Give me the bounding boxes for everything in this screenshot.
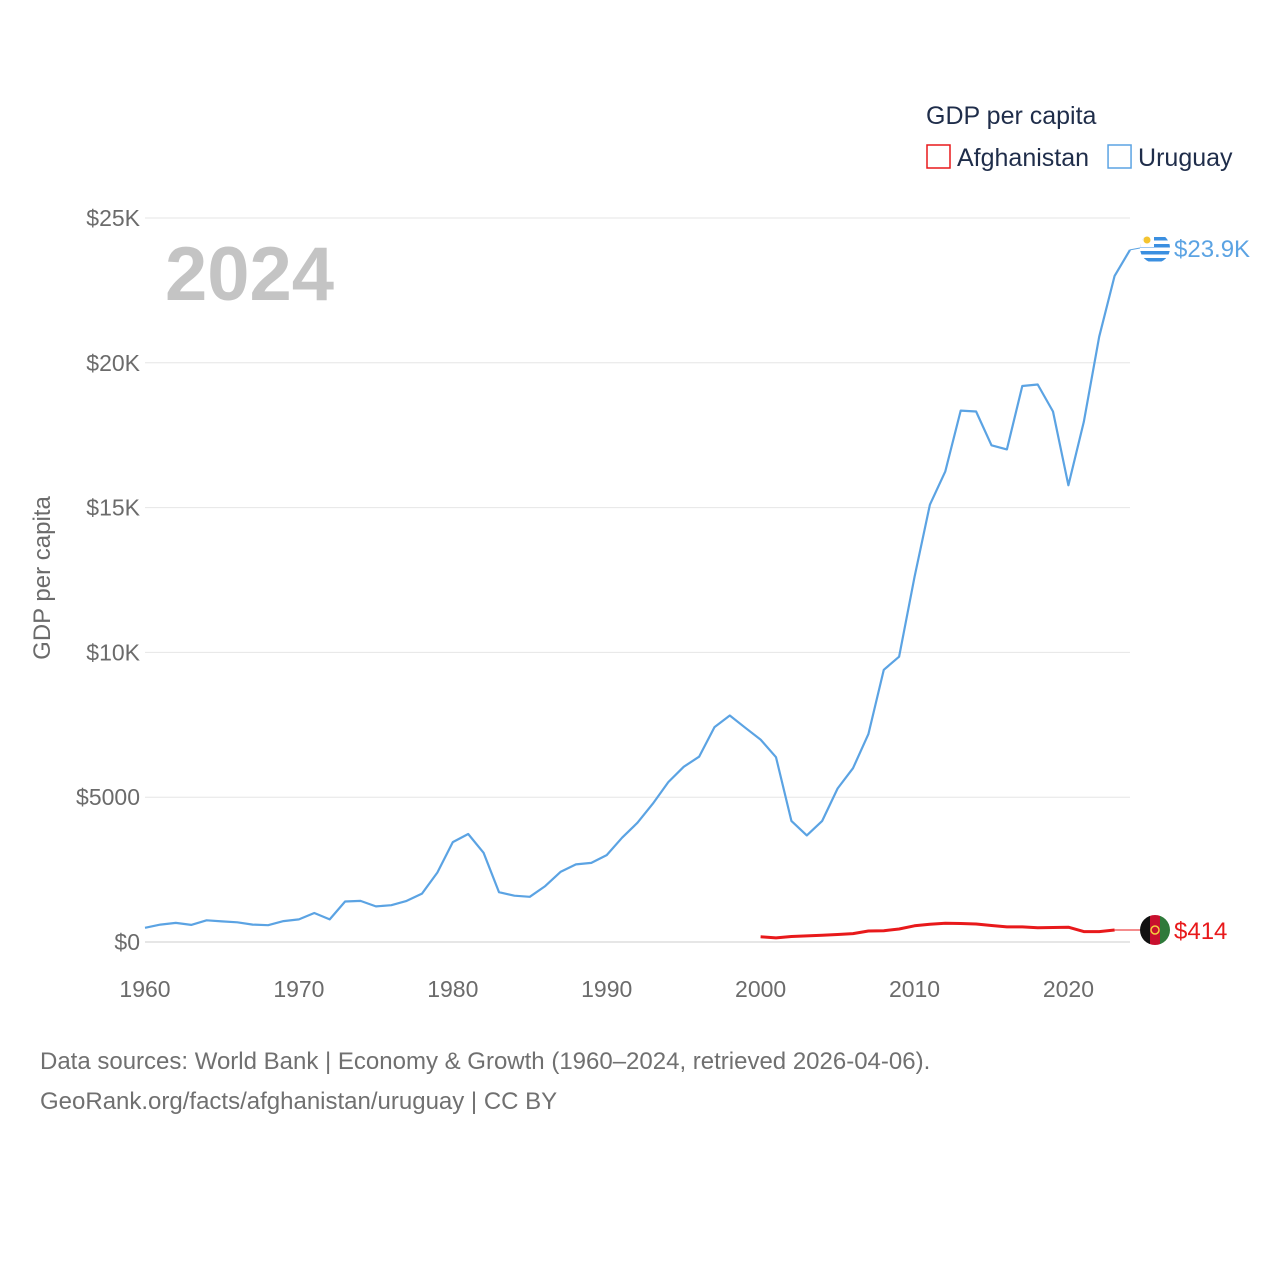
x-tick-label: 2010 — [889, 976, 940, 1002]
source-line-2: GeoRank.org/facts/afghanistan/uruguay | … — [40, 1088, 558, 1115]
y-tick-label: $10K — [86, 639, 140, 665]
year-overlay: 2024 — [165, 232, 334, 317]
x-axis-ticks: 1960 1970 1980 1990 2000 2010 2020 — [119, 976, 1094, 1002]
y-tick-label: $25K — [86, 205, 140, 231]
x-tick-label: 1990 — [581, 976, 632, 1002]
legend-label[interactable]: Uruguay — [1138, 144, 1233, 172]
end-label-connector — [1129, 247, 1141, 251]
afghanistan-flag-icon — [1140, 915, 1170, 945]
x-tick-label: 2000 — [735, 976, 786, 1002]
end-value-label: $23.9K — [1174, 236, 1250, 263]
y-axis-title: GDP per capita — [29, 496, 56, 660]
x-tick-label: 1980 — [427, 976, 478, 1002]
x-tick-label: 1960 — [119, 976, 170, 1002]
legend: GDP per capita Afghanistan Uruguay — [926, 102, 1233, 172]
source-note: Data sources: World Bank | Economy & Gro… — [40, 1042, 930, 1122]
y-tick-label: $15K — [86, 495, 140, 521]
end-value-label: $414 — [1174, 918, 1227, 945]
y-tick-label: $0 — [114, 929, 140, 955]
x-tick-label: 2020 — [1043, 976, 1094, 1002]
y-tick-label: $5000 — [76, 784, 140, 810]
source-line-1: Data sources: World Bank | Economy & Gro… — [40, 1048, 931, 1075]
legend-title: GDP per capita — [926, 102, 1097, 130]
legend-swatch[interactable] — [926, 144, 951, 169]
y-axis-ticks: $0 $5000 $10K $15K $20K $25K — [76, 205, 141, 955]
uruguay-flag-icon — [1140, 233, 1170, 263]
legend-label[interactable]: Afghanistan — [957, 144, 1089, 172]
series-layer: $414 $23.9K — [144, 233, 1250, 945]
legend-swatch[interactable] — [1107, 144, 1132, 169]
x-tick-label: 1970 — [273, 976, 324, 1002]
series-line — [144, 249, 1131, 929]
grid-lines — [145, 217, 1130, 943]
series-line — [760, 921, 1115, 940]
y-tick-label: $20K — [86, 350, 140, 376]
